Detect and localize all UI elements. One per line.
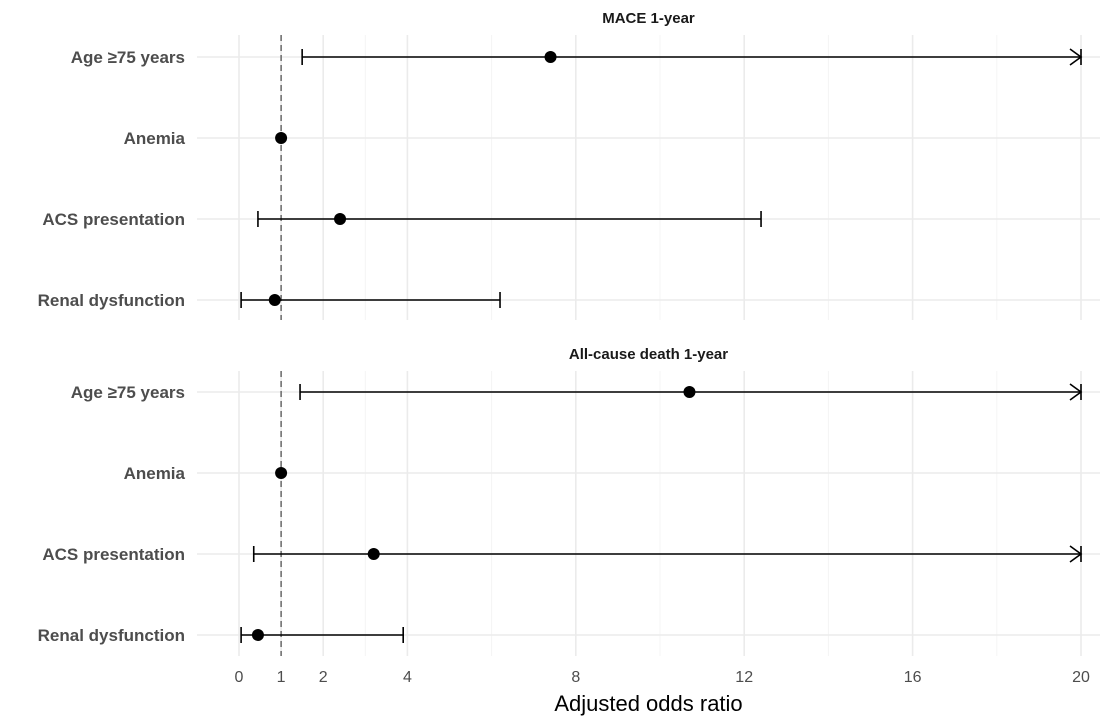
category-label: Age ≥75 years bbox=[71, 48, 185, 67]
x-tick-label: 16 bbox=[904, 669, 922, 686]
estimate-point bbox=[367, 548, 380, 560]
estimate-point bbox=[275, 132, 288, 144]
estimate-point bbox=[268, 294, 281, 306]
estimate-point bbox=[544, 51, 557, 63]
panel-title-mace: MACE 1-year bbox=[602, 10, 695, 27]
category-label: ACS presentation bbox=[42, 545, 185, 564]
category-label: Anemia bbox=[124, 464, 186, 483]
estimate-point bbox=[683, 386, 696, 398]
category-label: Renal dysfunction bbox=[38, 626, 185, 645]
x-tick-label: 1 bbox=[277, 669, 286, 686]
estimate-point bbox=[275, 467, 288, 479]
x-tick-label: 2 bbox=[319, 669, 328, 686]
category-label: Age ≥75 years bbox=[71, 383, 185, 402]
category-label: ACS presentation bbox=[42, 210, 185, 229]
x-tick-label: 0 bbox=[235, 669, 244, 686]
category-label: Renal dysfunction bbox=[38, 291, 185, 310]
x-tick-label: 4 bbox=[403, 669, 412, 686]
estimate-point bbox=[251, 629, 264, 641]
panel-title-death: All-cause death 1-year bbox=[569, 346, 728, 363]
x-tick-label: 20 bbox=[1072, 669, 1090, 686]
x-tick-label: 12 bbox=[735, 669, 753, 686]
x-axis-title: Adjusted odds ratio bbox=[554, 691, 742, 716]
x-tick-label: 8 bbox=[571, 669, 580, 686]
category-label: Anemia bbox=[124, 129, 186, 148]
estimate-point bbox=[334, 213, 347, 225]
